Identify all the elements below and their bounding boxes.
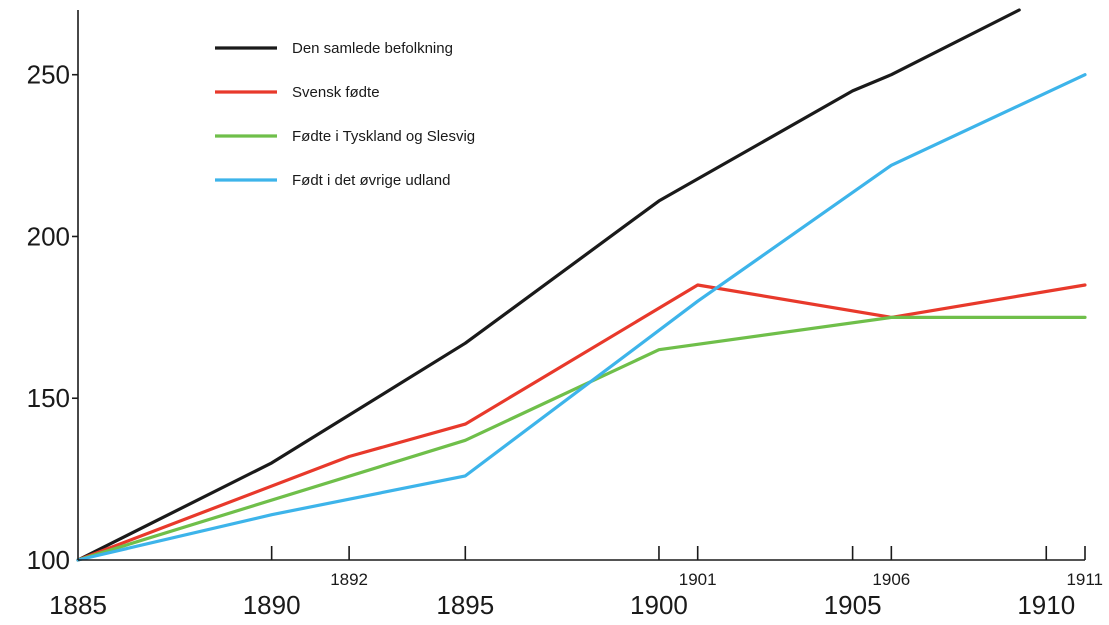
x-tick-label: 1895 xyxy=(436,590,494,620)
x-tick-label: 1910 xyxy=(1017,590,1075,620)
tick-labels: 100 150 200 250 1885 1890 1895 1900 1905 1910 1892… xyxy=(27,60,1103,620)
legend-label: Fødte i Tyskland og Slesvig xyxy=(292,128,475,145)
x-tick-label: 1905 xyxy=(824,590,882,620)
x-minor-tick-label: 1901 xyxy=(679,570,717,589)
series-line-fodte-i-tyskland-og-slesvig xyxy=(76,315,1087,562)
legend-item-svensk-fodte: Svensk fødte xyxy=(215,84,380,101)
y-tick-label: 200 xyxy=(27,221,70,251)
x-tick-label: 1885 xyxy=(49,590,107,620)
series-line-svensk-fodte xyxy=(76,283,1087,562)
x-minor-tick-label: 1906 xyxy=(872,570,910,589)
legend-item-fodte-i-tyskland-og-slesvig: Fødte i Tyskland og Slesvig xyxy=(215,128,475,145)
axes xyxy=(72,10,1086,561)
y-tick-label: 150 xyxy=(27,383,70,413)
legend-label: Den samlede befolkning xyxy=(292,40,453,57)
series-lines xyxy=(76,8,1087,562)
x-tick-label: 1890 xyxy=(243,590,301,620)
y-tick-label: 100 xyxy=(27,545,70,575)
legend-label: Svensk fødte xyxy=(292,84,380,101)
legend-item-fodt-i-det-ovrige-udland: Født i det øvrige udland xyxy=(215,172,450,189)
legend-item-den-samlede-befolkning: Den samlede befolkning xyxy=(215,40,453,57)
y-tick-label: 250 xyxy=(27,60,70,90)
x-minor-tick-label: 1911 xyxy=(1066,570,1103,589)
x-minor-tick-label: 1892 xyxy=(330,570,368,589)
series-line-den-samlede-befolkning xyxy=(76,8,1021,562)
legend-label: Født i det øvrige udland xyxy=(292,172,450,189)
legend: Den samlede befolkning Svensk fødte Fødte … xyxy=(215,40,475,189)
x-tick-label: 1900 xyxy=(630,590,688,620)
series-line-fodt-i-det-ovrige-udland xyxy=(76,73,1087,562)
